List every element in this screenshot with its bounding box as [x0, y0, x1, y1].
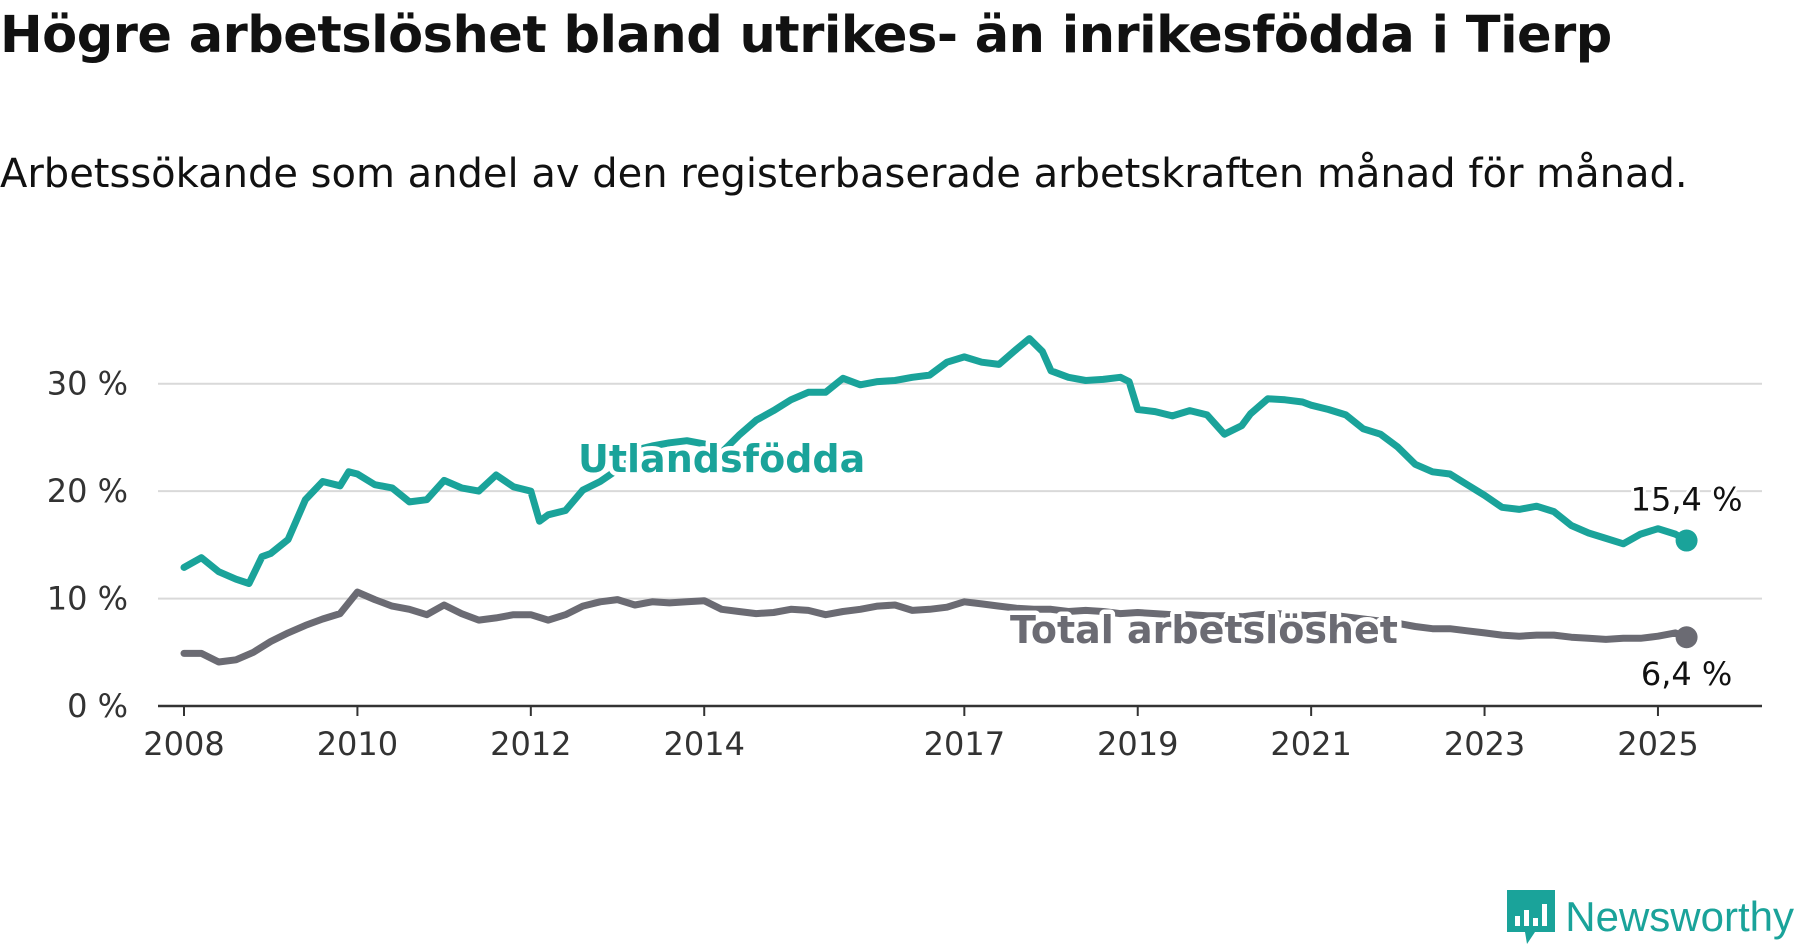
x-tick-label: 2025 — [1617, 725, 1698, 763]
end-label-total: 6,4 % — [1641, 655, 1732, 693]
brand-name: Newsworthy — [1565, 893, 1794, 940]
series-line-total — [180, 588, 1691, 666]
x-tick-label: 2023 — [1444, 725, 1525, 763]
x-tick-label: 2014 — [664, 725, 745, 763]
y-tick-label: 0 % — [67, 687, 128, 725]
brand-logo: Newsworthy — [1505, 888, 1794, 946]
x-tick-label: 2008 — [143, 725, 224, 763]
chart-subtitle: Arbetssökande som andel av den registerb… — [0, 151, 1688, 197]
series-lines — [180, 335, 1691, 666]
marker-total — [1675, 626, 1698, 649]
series-label-utlandsfodda: Utlandsfödda — [578, 437, 865, 481]
end-label-utlandsfodda: 15,4 % — [1631, 481, 1743, 519]
y-tick-label: 30 % — [47, 365, 128, 403]
end-markers: 15,4 % 6,4 % — [1628, 478, 1746, 697]
series-label-total: Total arbetslöshet — [1010, 608, 1398, 652]
x-tick-label: 2021 — [1270, 725, 1351, 763]
x-tick-label: 2017 — [924, 725, 1005, 763]
x-tick-label: 2012 — [490, 725, 571, 763]
grid-lines — [158, 382, 1762, 600]
marker-utlandsfodda — [1675, 529, 1698, 552]
y-tick-label: 20 % — [47, 472, 128, 510]
x-tick-label: 2019 — [1097, 725, 1178, 763]
y-axis-labels: 0 % 10 % 20 % 30 % — [47, 365, 128, 725]
x-tick-label: 2010 — [317, 725, 398, 763]
x-axis: 2008 2010 2012 2014 2017 2019 2021 2023 2025 — [143, 704, 1762, 763]
y-tick-label: 10 % — [47, 580, 128, 618]
newsworthy-logo-icon — [1507, 890, 1556, 944]
chart-title: Högre arbetslöshet bland utrikes- än inr… — [0, 6, 1612, 65]
series-labels: Total arbetslöshet Utlandsfödda — [574, 433, 1403, 657]
series-line-utlandsfodda — [180, 335, 1691, 587]
